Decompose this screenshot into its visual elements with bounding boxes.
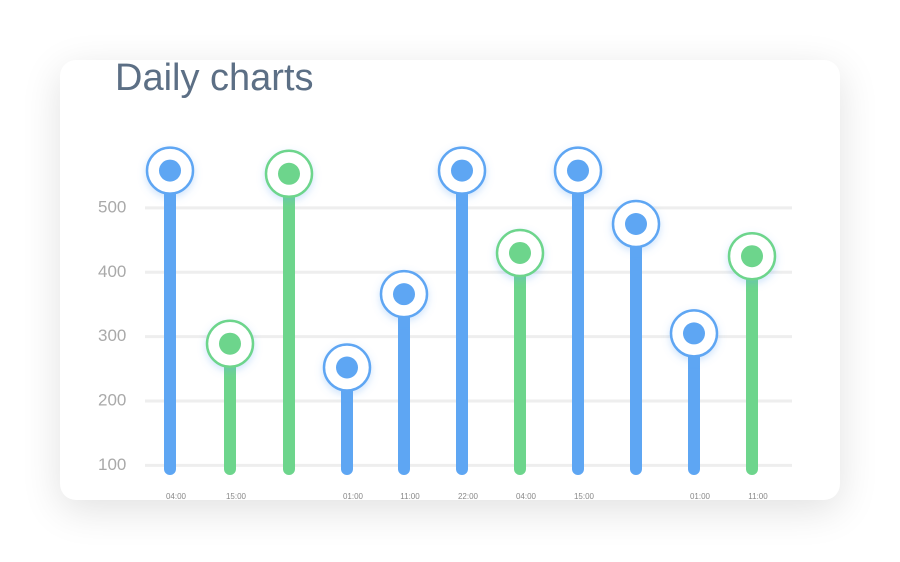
x-tick-label: 04:00	[166, 492, 187, 501]
x-tick-label: 15:00	[226, 492, 247, 501]
chart-title: Daily charts	[115, 57, 314, 99]
marker-dot	[336, 356, 358, 379]
x-tick-label: 01:00	[690, 492, 711, 501]
x-tick-label: 22:00	[458, 492, 479, 501]
x-tick-label: 15:00	[574, 492, 595, 501]
x-tick-label: 11:00	[748, 492, 768, 501]
y-tick-label: 400	[98, 262, 126, 281]
marker-dot	[509, 241, 531, 264]
y-tick-label: 100	[98, 455, 126, 474]
marker-dot	[567, 159, 589, 182]
marker-dot	[393, 283, 415, 306]
y-tick-label: 200	[98, 390, 126, 409]
marker-dot	[625, 213, 647, 236]
marker-dot	[219, 332, 241, 355]
marker-dot	[159, 159, 181, 182]
marker-dot	[741, 245, 763, 268]
x-tick-label: 11:00	[400, 492, 420, 501]
y-tick-label: 500	[98, 197, 126, 216]
marker-dot	[451, 159, 473, 182]
x-tick-label: 01:00	[343, 492, 364, 501]
card	[60, 60, 840, 500]
x-tick-label: 04:00	[516, 492, 537, 501]
marker-dot	[683, 322, 705, 345]
marker-dot	[278, 162, 300, 185]
y-tick-label: 300	[98, 326, 126, 345]
